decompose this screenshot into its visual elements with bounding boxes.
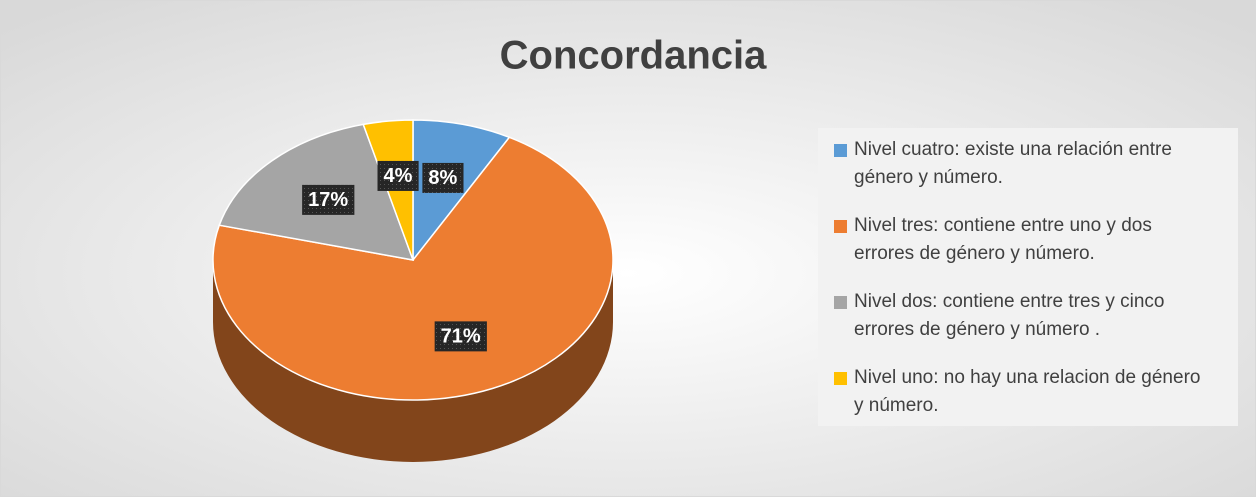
slice-side [213, 260, 613, 462]
chart-title: Concordancia [500, 34, 767, 78]
legend: Nivel cuatro: existe una relación entre … [818, 128, 1238, 426]
legend-swatch [834, 144, 847, 157]
legend-item: Nivel dos: contiene entre tres y cinco e… [834, 288, 1214, 344]
legend-swatch [834, 220, 847, 233]
legend-item: Nivel cuatro: existe una relación entre … [834, 136, 1214, 192]
pie: 8% 71% 17% 4% [212, 119, 614, 462]
data-label-box [377, 160, 419, 191]
data-label: 4% [384, 165, 413, 187]
data-label-box [422, 162, 464, 193]
legend-swatch [834, 296, 847, 309]
data-label: 8% [428, 167, 457, 189]
data-label-box [302, 184, 355, 215]
legend-item: Nivel tres: contiene entre uno y dos err… [834, 212, 1214, 268]
legend-label: Nivel uno: no hay una relacion de género… [854, 367, 1201, 416]
data-label: 17% [308, 189, 348, 211]
legend-label: Nivel dos: contiene entre tres y cinco e… [854, 291, 1165, 340]
legend-label: Nivel cuatro: existe una relación entre … [854, 139, 1172, 188]
legend-label: Nivel tres: contiene entre uno y dos err… [854, 215, 1152, 264]
data-label: 71% [441, 325, 481, 347]
slice [212, 136, 614, 401]
data-label-box [434, 321, 487, 352]
legend-swatch [834, 372, 847, 385]
legend-item: Nivel uno: no hay una relacion de género… [834, 364, 1214, 420]
